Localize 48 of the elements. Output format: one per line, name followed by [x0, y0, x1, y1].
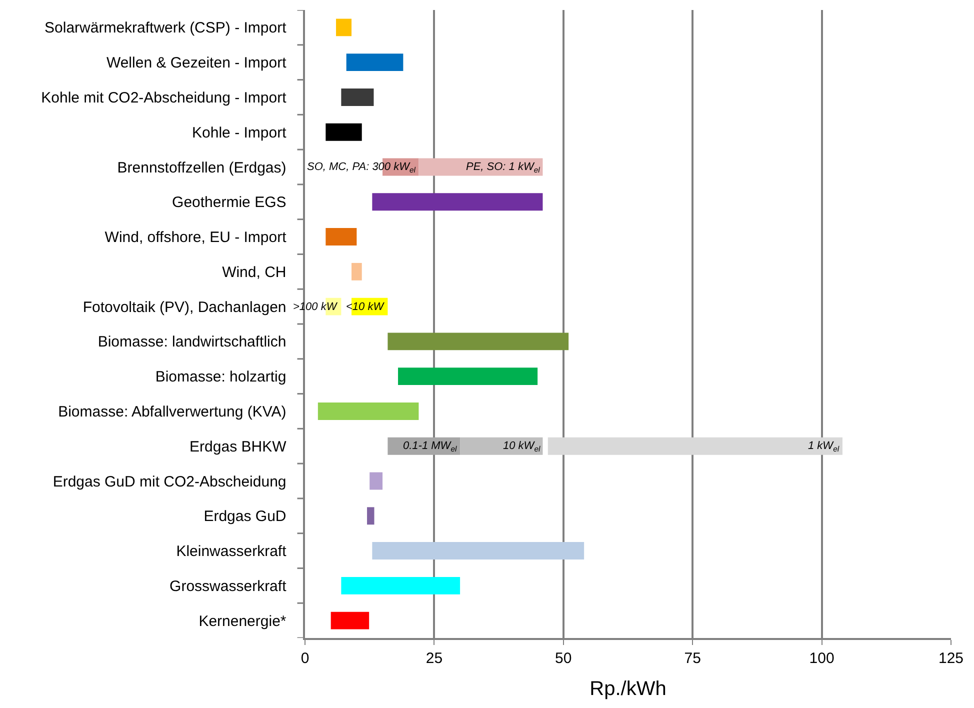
- x-tick-label: 100: [809, 650, 834, 667]
- y-tick-label: Wind, offshore, EU - Import: [104, 229, 288, 246]
- bar: [336, 18, 352, 36]
- bar: [367, 507, 374, 525]
- y-tick-label: Kohle - Import: [192, 124, 288, 142]
- bar: [330, 612, 370, 630]
- annotation: >100 kW: [293, 301, 338, 313]
- y-tick-label: Kleinwasserkraft: [176, 543, 288, 560]
- annotation: 0.1-1 MW$_{el}$: [403, 440, 457, 454]
- y-tick-label: Brennstoffzellen (Erdgas): [117, 159, 286, 176]
- annotation: SO, MC, PA: 300 kW$_{el}$: [307, 161, 416, 174]
- y-tick-label: Fotovoltaik (PV), Dachanlagen: [82, 298, 286, 316]
- y-tick-label: Wind, CH: [222, 264, 286, 281]
- y-tick-label: Geothermie EGS: [172, 194, 286, 212]
- y-tick-label: Grosswasserkraft: [170, 578, 288, 595]
- y-tick-label: Biomasse: holzartig: [155, 368, 286, 386]
- bar: [352, 262, 362, 280]
- bar: [388, 332, 569, 350]
- y-tick-label: Kohle mit CO2-Abscheidung - Import: [41, 89, 288, 106]
- x-tick-label: 50: [555, 650, 572, 667]
- y-tick-label: Erdgas GuD: [204, 508, 286, 526]
- y-tick-label: Biomasse: landwirtschaftlich: [98, 334, 286, 351]
- y-tick-label: Wellen & Gezeiten - Import: [106, 54, 288, 72]
- x-axis-title: Rp./kWh: [590, 678, 666, 700]
- bar: [372, 542, 584, 560]
- x-tick-label: 0: [300, 650, 310, 667]
- annotation: 10 kW$_{el}$: [503, 440, 540, 454]
- annotation: PE, SO: 1 kW$_{el}$: [466, 161, 540, 174]
- bar: [398, 368, 538, 386]
- x-tick-label: 75: [684, 650, 701, 667]
- annotation: 1 kW$_{el}$: [808, 440, 840, 454]
- bar: [548, 437, 842, 455]
- y-tick-label: Biomasse: Abfallverwertung (KVA): [58, 403, 286, 420]
- bar: [370, 472, 383, 490]
- bar: [341, 88, 374, 106]
- bar: [372, 193, 543, 211]
- x-tick-label: 125: [938, 650, 964, 667]
- y-tick-label: Erdgas GuD mit CO2-Abscheidung: [52, 473, 286, 490]
- y-tick-label: Kernenergie*: [198, 612, 286, 630]
- x-tick-label: 25: [426, 650, 443, 667]
- y-tick-label: Erdgas BHKW: [190, 438, 288, 456]
- bar: [326, 228, 357, 246]
- y-tick-label: Solarwärmekraftwerk (CSP) - Import: [44, 20, 288, 37]
- bar: [326, 123, 362, 141]
- bar: [346, 54, 404, 72]
- bar: [318, 402, 419, 420]
- bar: [460, 437, 543, 455]
- bar: [341, 576, 460, 594]
